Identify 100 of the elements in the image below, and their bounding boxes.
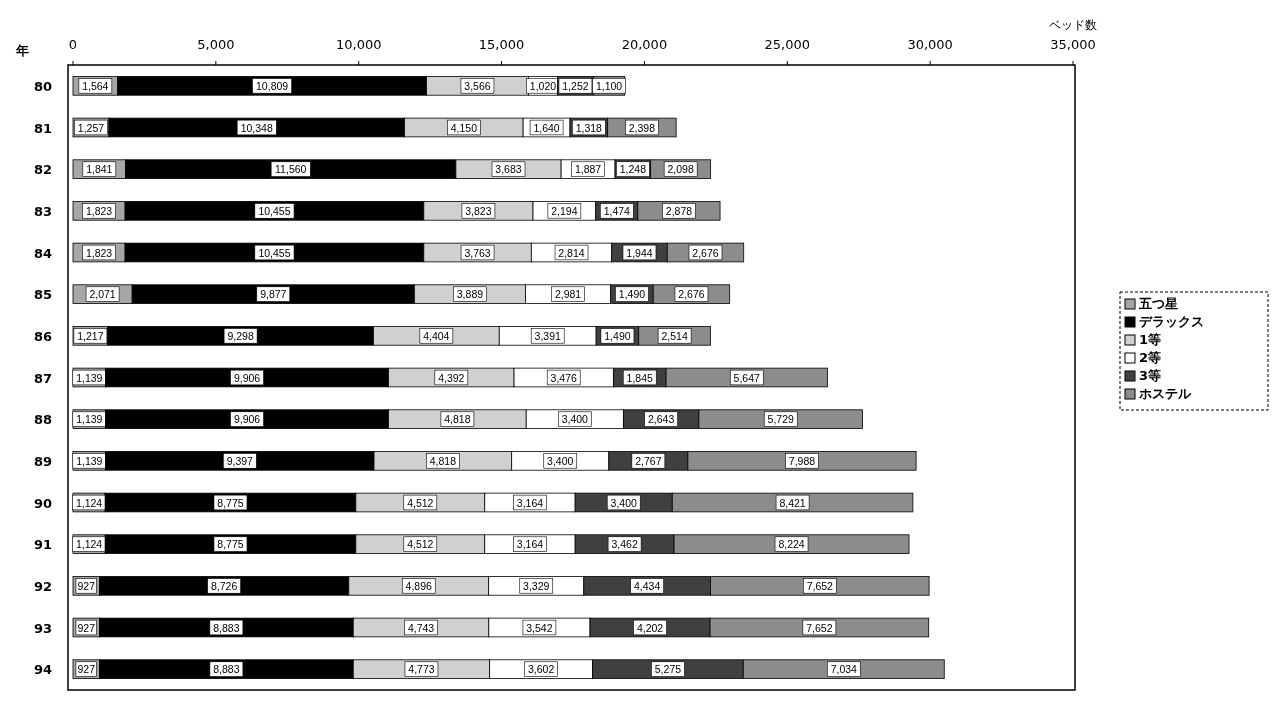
data-label: 1,474 [603, 204, 631, 217]
data-label: 1,100 [595, 79, 623, 92]
data-label: 2,981 [554, 288, 582, 301]
data-label: 1,252 [562, 79, 589, 92]
data-label: 1,217 [77, 329, 104, 342]
y-tick-label: 93 [33, 620, 52, 636]
data-label: 5,275 [654, 663, 682, 676]
data-label: 1,490 [604, 329, 631, 342]
data-label: 8,775 [217, 538, 244, 551]
data-label: 3,823 [465, 204, 492, 217]
y-tick-label: 90 [33, 495, 52, 511]
data-label: 5,647 [733, 371, 761, 384]
data-label: 2,398 [628, 121, 656, 134]
data-label: 7,652 [806, 579, 834, 592]
legend-label: 3等 [1139, 368, 1162, 383]
x-tick-label: 20,000 [621, 37, 668, 52]
data-label: 1,845 [626, 371, 654, 384]
data-label: 2,676 [692, 246, 719, 259]
y-tick-label: 81 [33, 120, 52, 136]
data-label: 7,988 [788, 454, 816, 467]
data-label: 1,124 [75, 496, 103, 509]
data-label: 9,298 [227, 329, 254, 342]
data-label: 1,124 [75, 538, 103, 551]
x-tick-label: 5,000 [197, 37, 235, 52]
data-label: 2,676 [678, 288, 705, 301]
data-label: 3,400 [547, 454, 574, 467]
legend-label: 2等 [1139, 350, 1162, 365]
data-label: 2,071 [89, 288, 116, 301]
data-label: 1,257 [77, 121, 105, 134]
data-label: 1,887 [574, 163, 602, 176]
y-tick-label: 83 [33, 203, 52, 219]
y-tick-label: 80 [33, 78, 52, 94]
data-label: 9,397 [226, 454, 254, 467]
data-label: 9,906 [233, 413, 261, 426]
data-label: 1,490 [618, 288, 646, 301]
data-label: 1,823 [85, 246, 113, 259]
data-label: 3,602 [527, 663, 555, 676]
data-label: 1,139 [76, 454, 103, 467]
x-tick-label: 25,000 [764, 37, 811, 52]
data-label: 1,139 [76, 371, 103, 384]
data-label: 2,643 [647, 413, 675, 426]
data-label: 11,560 [275, 163, 307, 176]
data-label: 4,743 [407, 621, 435, 634]
y-tick-label: 91 [33, 537, 52, 553]
y-tick-label: 82 [33, 162, 52, 178]
data-label: 927 [77, 579, 96, 592]
data-label: 1,841 [86, 163, 113, 176]
data-label: 10,455 [258, 204, 291, 217]
data-label: 4,896 [405, 579, 433, 592]
data-label: 2,767 [635, 454, 662, 467]
legend-label: 1等 [1139, 332, 1162, 347]
y-tick-label: 89 [33, 453, 52, 469]
data-label: 3,391 [534, 329, 561, 342]
data-label: 3,889 [456, 288, 484, 301]
data-label: 1,823 [85, 204, 113, 217]
data-label: 4,404 [423, 329, 450, 342]
data-label: 3,462 [611, 538, 638, 551]
data-label: 3,164 [516, 496, 544, 509]
data-label: 4,512 [407, 496, 434, 509]
y-tick-label: 86 [33, 328, 52, 344]
legend-label: 五つ星 [1138, 296, 1178, 311]
data-label: 2,514 [661, 329, 688, 342]
data-label: 4,773 [408, 663, 435, 676]
y-tick-label: 87 [33, 370, 52, 386]
legend-label: デラックス [1139, 314, 1204, 329]
data-label: 3,763 [464, 246, 491, 259]
data-label: 4,818 [429, 454, 457, 467]
data-label: 4,512 [407, 538, 434, 551]
data-label: 2,814 [558, 246, 585, 259]
data-label: 3,542 [526, 621, 553, 634]
y-tick-label: 92 [33, 578, 52, 594]
data-label: 927 [77, 621, 96, 634]
y-tick-label: 88 [33, 412, 52, 428]
data-label: 10,348 [240, 121, 273, 134]
data-label: 3,400 [610, 496, 638, 509]
data-label: 5,729 [767, 413, 795, 426]
x-tick-label: 15,000 [478, 37, 525, 52]
y-tick-label: 85 [33, 287, 52, 303]
data-label: 4,202 [636, 621, 664, 634]
data-label: 10,809 [256, 79, 289, 92]
data-label: 8,726 [211, 579, 238, 592]
data-label: 9,877 [260, 288, 287, 301]
data-label: 4,150 [450, 121, 478, 134]
data-label: 8,224 [778, 538, 805, 551]
data-label: 4,392 [438, 371, 465, 384]
legend-label: ホステル [1138, 386, 1192, 401]
data-label: 3,400 [561, 413, 589, 426]
data-label: 3,476 [550, 371, 578, 384]
data-label: 1,564 [82, 79, 109, 92]
data-label: 4,818 [444, 413, 471, 426]
data-label: 9,906 [233, 371, 261, 384]
data-label: 2,194 [551, 204, 578, 217]
data-label: 927 [77, 663, 96, 676]
data-label: 3,329 [523, 579, 550, 592]
data-label: 1,318 [575, 121, 603, 134]
data-label: 1,640 [533, 121, 560, 134]
data-label: 7,034 [830, 663, 858, 676]
x-tick-label: 0 [68, 37, 78, 52]
data-label: 8,883 [213, 663, 240, 676]
data-label: 3,164 [516, 538, 544, 551]
